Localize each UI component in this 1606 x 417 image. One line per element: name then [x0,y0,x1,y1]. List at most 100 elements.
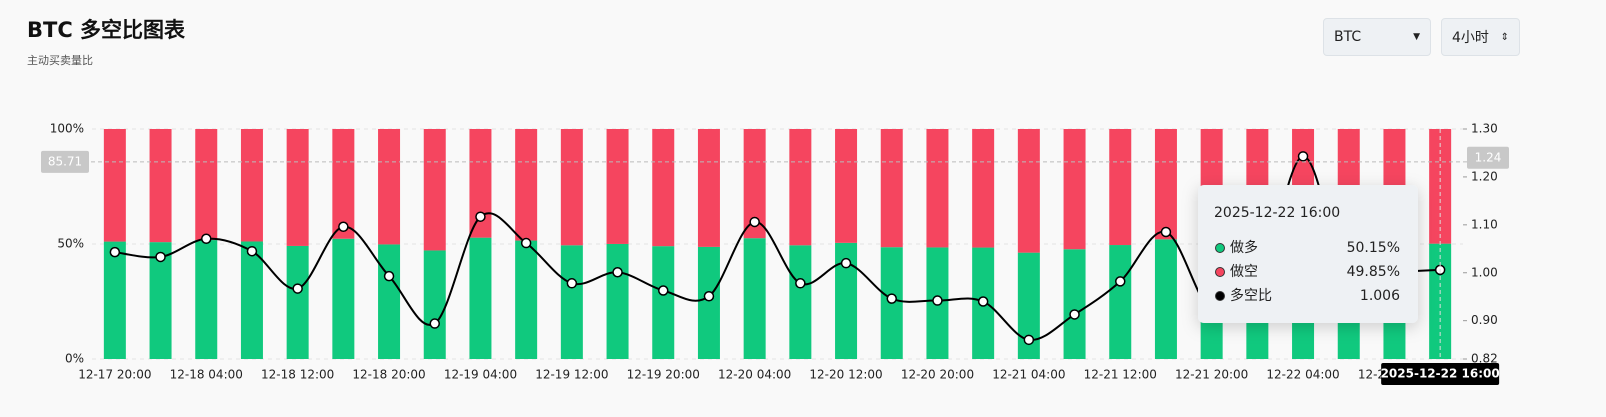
short-bar [972,129,995,248]
long-bar [332,238,355,359]
short-bar [1154,129,1177,240]
ratio-point [475,211,486,222]
ratio-point [703,290,715,302]
tooltip: 2025-12-22 16:00 做多 50.15% 做空 49.85% 多空比 1.006 [1198,185,1418,323]
ratio-point [749,216,760,228]
long-bar [515,240,538,359]
y-tick-label: 0% [65,352,84,366]
short-bar [1017,129,1040,253]
tooltip-box [1198,185,1418,323]
short-bar [103,129,126,242]
short-bar [789,129,812,246]
short-bar [743,129,766,239]
x-tick-label: 12-19 12:00 [535,368,608,382]
short-bar [1109,129,1132,246]
tooltip-value: 49.85% [1347,264,1400,280]
ratio-point [338,221,349,232]
short-bar [469,129,492,238]
crosshair-x-label: 2025-12-22 16:00 [1381,367,1500,381]
ratio-point [977,296,989,307]
ratio-point [1297,151,1309,162]
short-bar [652,129,675,247]
ratio-point [429,318,440,329]
long-bar [1017,252,1040,359]
ratio-point [520,237,532,249]
ratio-point [201,233,212,244]
ratio-point [658,285,669,296]
long-bar [149,242,172,359]
ratio-point [292,283,303,294]
ratio-point [246,245,258,257]
short-bar [880,129,903,248]
x-tick-label: 12-20 20:00 [901,368,974,382]
short-bar [697,129,720,247]
tooltip-swatch [1215,267,1225,277]
short-bar [149,129,172,243]
x-tick-label: 12-17 20:00 [78,368,151,382]
ratio-point [1069,309,1080,320]
long-bar [652,246,675,359]
short-bar [515,129,538,241]
y2-tick-label: 1.20 [1471,169,1498,183]
short-bar [1063,129,1086,250]
short-bar [286,129,309,246]
long-bar [743,238,766,359]
ratio-point [383,270,395,282]
ratio-point [840,257,852,269]
long-bar [1429,243,1452,359]
crosshair-y-box [41,150,89,173]
crosshair-y2-box [1467,146,1509,169]
long-bar [423,250,446,359]
long-bar [835,242,858,359]
y2-tick-label: 1.10 [1471,217,1498,231]
x-tick-label: 12-21 20:00 [1175,368,1248,382]
long-bar [286,245,309,359]
crosshair-x-box [1381,363,1500,385]
short-bar [835,129,858,243]
tooltip-title: 2025-12-22 16:00 [1214,205,1340,221]
long-bar [560,245,583,359]
tooltip-swatch [1215,291,1225,301]
x-tick-label: 12-21 12:00 [1084,368,1157,382]
symbol-text: BTC [1334,29,1362,45]
ratio-point [612,267,623,278]
short-bar [926,129,949,248]
tooltip-value: 1.006 [1360,288,1400,304]
ratio-point [795,278,806,289]
short-bar [195,129,218,241]
y-tick-label: 100% [50,122,84,136]
ratio-point [932,295,943,306]
x-tick-label: 12-21 04:00 [992,368,1065,382]
y2-tick-label: 1.30 [1471,122,1498,136]
ratio-point [1115,276,1126,287]
long-bar [1154,239,1177,359]
long-bar [103,241,126,359]
symbol-select[interactable]: BTC ▼ [1323,18,1431,56]
long-bar [1109,245,1132,359]
ratio-point [155,251,166,263]
x-tick-label: 12-20 04:00 [718,368,791,382]
short-bar [560,129,583,246]
long-bar [606,243,629,359]
long-bar [697,246,720,359]
interval-select[interactable]: 4小时 ⇕ [1441,18,1520,56]
header: BTC 多空比图表 主动买卖量比 [27,14,185,68]
ratio-point [1160,226,1172,238]
long-bar [378,244,401,359]
short-bar [240,129,263,242]
long-bar [1063,249,1086,359]
tooltip-swatch [1215,243,1225,253]
long-bar [195,240,218,359]
title: BTC 多空比图表 [27,18,186,42]
x-tick-label: 12-20 12:00 [809,368,882,382]
x-tick-label: 12-19 04:00 [444,368,517,382]
long-bar [469,237,492,359]
long-bar [240,241,263,359]
short-bar [606,129,629,244]
ratio-point [886,293,897,304]
y2-tick-label: 0.82 [1471,352,1498,366]
tooltip-name: 做多 [1230,239,1258,256]
y-tick-label: 50% [57,237,84,251]
tooltip-name: 多空比 [1230,287,1272,304]
